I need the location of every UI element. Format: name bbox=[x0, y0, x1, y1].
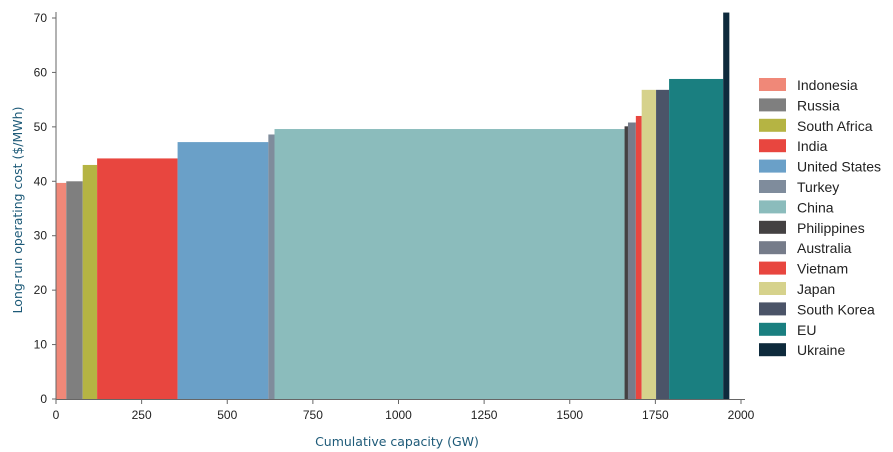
legend-label-philippines: Philippines bbox=[797, 220, 865, 236]
legend-label-russia: Russia bbox=[797, 97, 840, 113]
legend-label-united-states: United States bbox=[797, 159, 881, 175]
y-tick-label: 50 bbox=[34, 120, 48, 134]
legend-label-japan: Japan bbox=[797, 281, 835, 297]
legend-swatch-japan bbox=[759, 282, 786, 295]
legend-label-china: China bbox=[797, 199, 834, 215]
legend-label-vietnam: Vietnam bbox=[797, 261, 848, 277]
legend-swatch-eu bbox=[759, 322, 786, 336]
y-axis-title: Long-run operating cost ($/MWh) bbox=[10, 107, 25, 314]
y-tick-label: 30 bbox=[34, 229, 48, 243]
legend-label-eu: EU bbox=[797, 322, 816, 338]
x-tick-label: 2000 bbox=[728, 408, 755, 422]
legend-swatch-south-korea bbox=[759, 302, 786, 316]
legend-swatch-china bbox=[759, 200, 786, 214]
x-tick-label: 0 bbox=[53, 408, 60, 422]
y-tick-label: 40 bbox=[34, 174, 48, 188]
legend-swatch-united-states bbox=[759, 159, 786, 173]
legend-swatch-turkey bbox=[759, 180, 786, 193]
bar-turkey bbox=[268, 134, 275, 399]
bar-china bbox=[274, 129, 625, 399]
legend-swatch-south-africa bbox=[759, 118, 786, 132]
legend-swatch-india bbox=[759, 139, 786, 153]
bar-russia bbox=[66, 181, 83, 399]
legend-label-south-africa: South Africa bbox=[797, 118, 873, 134]
legend-swatch-indonesia bbox=[759, 78, 786, 91]
x-tick-label: 1000 bbox=[385, 408, 412, 422]
bar-ukraine bbox=[723, 12, 730, 400]
bars-group bbox=[56, 12, 730, 400]
legend-swatch-ukraine bbox=[759, 343, 786, 357]
bar-indonesia bbox=[56, 182, 67, 399]
x-tick-label: 500 bbox=[217, 408, 237, 422]
legend-label-australia: Australia bbox=[797, 240, 852, 256]
legend-label-indonesia: Indonesia bbox=[797, 77, 858, 93]
x-tick-label: 1250 bbox=[471, 408, 498, 422]
legend-label-turkey: Turkey bbox=[797, 179, 839, 195]
legend-label-south-korea: South Korea bbox=[797, 301, 875, 317]
legend-swatch-russia bbox=[759, 98, 786, 112]
x-axis-ticks: 0 250 500 750 1000 1250 1500 1750 2000 bbox=[53, 399, 755, 422]
bar-south-korea bbox=[656, 89, 670, 400]
bar-india bbox=[97, 158, 178, 399]
bar-japan bbox=[641, 89, 657, 400]
y-tick-label: 10 bbox=[34, 338, 48, 352]
bar-australia bbox=[627, 122, 636, 399]
legend-swatch-australia bbox=[759, 241, 786, 255]
y-tick-label: 70 bbox=[34, 11, 48, 25]
bar-united-states bbox=[177, 142, 269, 399]
x-axis-title: Cumulative capacity (GW) bbox=[315, 434, 479, 449]
y-tick-label: 20 bbox=[34, 283, 48, 297]
legend-swatch-vietnam bbox=[759, 261, 786, 275]
y-axis-ticks: 0 10 20 30 40 50 60 70 bbox=[34, 11, 56, 406]
x-tick-label: 750 bbox=[303, 408, 323, 422]
bar-eu bbox=[669, 78, 724, 400]
bar-philippines bbox=[624, 126, 628, 399]
x-tick-label: 1750 bbox=[642, 408, 669, 422]
x-tick-label: 250 bbox=[132, 408, 152, 422]
bar-south-africa bbox=[82, 164, 98, 399]
legend-label-ukraine: Ukraine bbox=[797, 342, 845, 358]
legend-swatch-philippines bbox=[759, 220, 786, 234]
bar-vietnam bbox=[635, 115, 642, 399]
y-tick-label: 0 bbox=[40, 392, 47, 406]
legend-label-india: India bbox=[797, 138, 828, 154]
x-tick-label: 1500 bbox=[556, 408, 583, 422]
y-tick-label: 60 bbox=[34, 65, 48, 79]
legend: Indonesia Russia South Africa India United S… bbox=[759, 77, 881, 358]
